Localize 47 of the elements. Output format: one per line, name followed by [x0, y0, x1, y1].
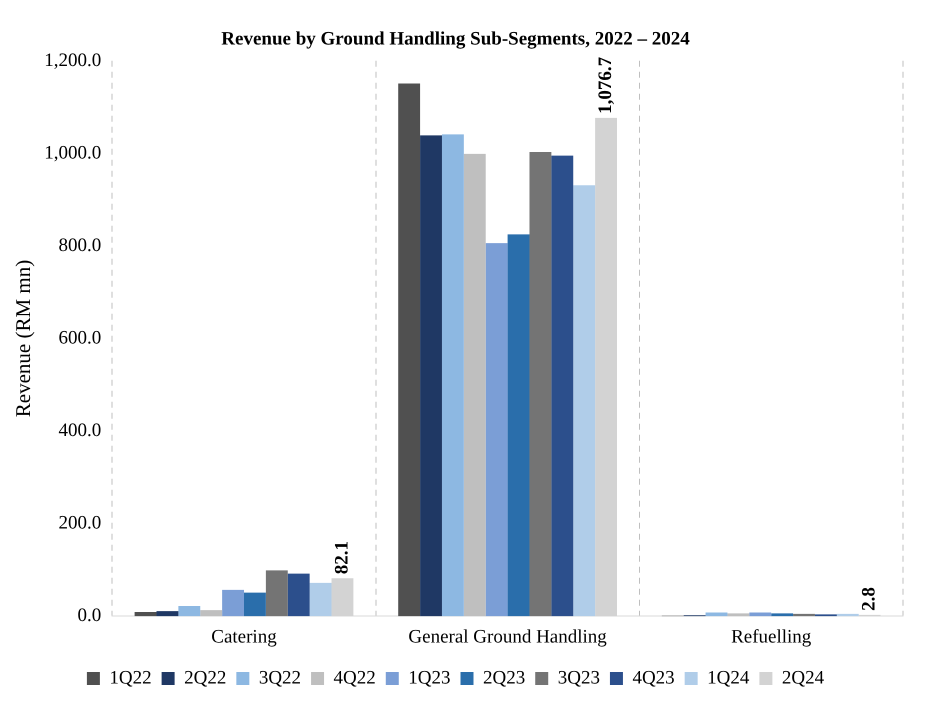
bar	[706, 612, 728, 616]
y-tick-label: 400.0	[58, 420, 102, 442]
bar	[420, 135, 442, 616]
bar	[486, 243, 508, 616]
legend-label: 2Q23	[483, 667, 526, 688]
bar	[551, 156, 574, 616]
y-tick-label: 0.0	[77, 605, 102, 626]
bar	[573, 185, 596, 616]
data-label: 1,076.7	[594, 56, 616, 114]
legend-label: 2Q24	[782, 667, 825, 688]
bar	[178, 606, 200, 616]
x-tick-label: General Ground Handling	[408, 626, 608, 648]
legend-label: 4Q23	[632, 667, 675, 688]
bar	[771, 613, 794, 616]
legend-label: 3Q22	[258, 667, 302, 688]
bar	[200, 610, 222, 616]
x-tick-label: Refuelling	[731, 626, 812, 648]
bar	[288, 574, 310, 616]
bar	[464, 154, 486, 616]
bar	[749, 612, 772, 616]
y-tick-label: 800.0	[58, 234, 102, 256]
y-tick-label: 1,000.0	[44, 142, 102, 164]
legend-label: 4Q22	[334, 667, 376, 688]
data-label: 82.1	[331, 540, 352, 574]
bar	[508, 234, 530, 616]
legend-label: 1Q23	[408, 667, 451, 688]
bar	[398, 83, 420, 616]
bar	[266, 570, 288, 616]
y-tick-label: 1,200.0	[44, 50, 102, 71]
legend-label: 1Q22	[109, 667, 152, 688]
data-label: 2.8	[858, 587, 880, 611]
x-tick-label: Catering	[211, 626, 278, 648]
bar	[244, 592, 266, 616]
legend-label: 1Q24	[707, 667, 750, 688]
bar	[727, 613, 750, 616]
bar	[222, 590, 244, 616]
bar	[529, 152, 552, 616]
bar	[442, 134, 464, 616]
bar	[156, 611, 178, 616]
bar	[310, 582, 332, 616]
chart-title: Revenue by Ground Handling Sub-Segments, 2022 – 2024	[221, 28, 690, 50]
y-tick-label: 200.0	[58, 512, 102, 534]
bar	[134, 612, 156, 616]
y-tick-label: 600.0	[58, 327, 102, 348]
legend-label: 3Q23	[558, 667, 600, 688]
y-axis-title: Revenue (RM mn)	[11, 260, 36, 418]
legend-label: 2Q22	[184, 667, 226, 688]
